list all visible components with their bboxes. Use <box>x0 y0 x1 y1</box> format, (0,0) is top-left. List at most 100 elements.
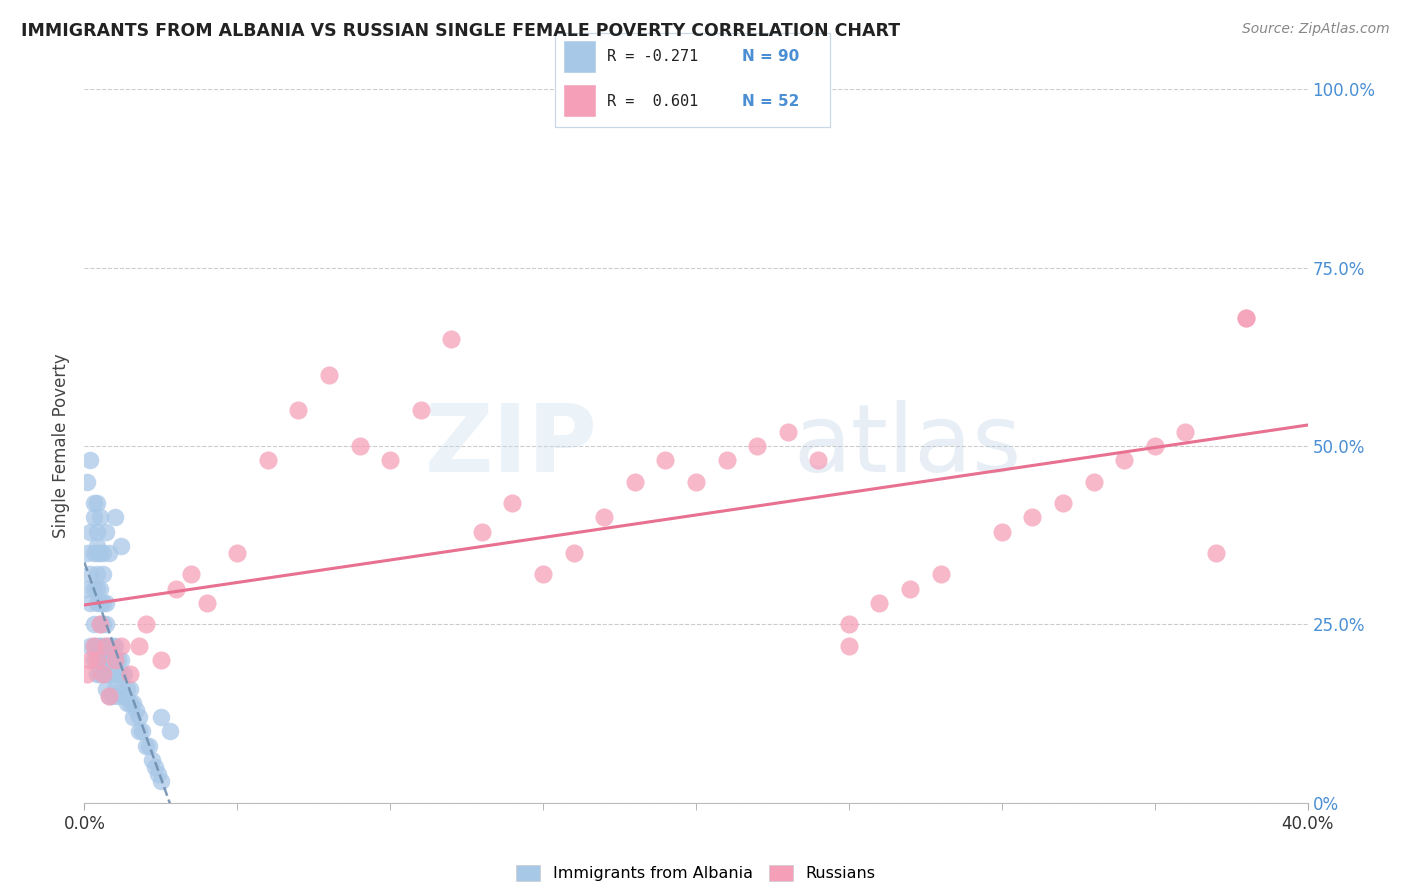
Point <box>226 546 249 560</box>
Point <box>91 653 114 667</box>
Point <box>502 496 524 510</box>
Point <box>1236 310 1258 325</box>
Point <box>128 710 150 724</box>
Point <box>112 667 135 681</box>
Point <box>141 753 163 767</box>
Point <box>471 524 494 539</box>
Point <box>76 667 98 681</box>
Point <box>86 496 108 510</box>
Point <box>89 639 111 653</box>
Point <box>101 639 124 653</box>
Point <box>89 667 111 681</box>
Point <box>86 639 108 653</box>
Point <box>86 546 108 560</box>
Point <box>94 639 117 653</box>
Point <box>991 524 1014 539</box>
Point <box>143 760 166 774</box>
Point <box>104 667 127 681</box>
Y-axis label: Single Female Poverty: Single Female Poverty <box>52 354 70 538</box>
Point <box>107 667 129 681</box>
Point <box>94 617 117 632</box>
Point <box>776 425 799 439</box>
Point <box>440 332 463 346</box>
Point <box>135 617 157 632</box>
Point <box>91 567 114 582</box>
Point <box>79 567 101 582</box>
Text: R =  0.601: R = 0.601 <box>607 95 699 110</box>
Point <box>654 453 676 467</box>
Point <box>101 689 124 703</box>
Point <box>97 689 120 703</box>
Point <box>76 475 98 489</box>
Point <box>97 546 120 560</box>
Point <box>128 639 150 653</box>
Point <box>128 724 150 739</box>
Point <box>89 546 111 560</box>
Point <box>869 596 891 610</box>
Point <box>562 546 585 560</box>
Point <box>104 510 127 524</box>
Point <box>110 639 132 653</box>
Point <box>86 524 108 539</box>
Legend: Immigrants from Albania, Russians: Immigrants from Albania, Russians <box>510 858 882 888</box>
Point <box>135 739 157 753</box>
Point <box>380 453 402 467</box>
Point <box>593 510 616 524</box>
Point <box>138 739 160 753</box>
Point <box>91 617 114 632</box>
Point <box>838 639 860 653</box>
Point <box>122 696 145 710</box>
Point <box>110 539 132 553</box>
Point <box>86 653 108 667</box>
Point <box>104 639 127 653</box>
Point <box>83 617 105 632</box>
Point <box>104 653 127 667</box>
Point <box>94 639 117 653</box>
Text: ZIP: ZIP <box>425 400 598 492</box>
Point <box>89 582 111 596</box>
Point <box>409 403 432 417</box>
Point <box>180 567 202 582</box>
Point <box>79 596 101 610</box>
Point <box>76 546 98 560</box>
Point <box>257 453 280 467</box>
Point <box>1083 475 1105 489</box>
Point <box>112 689 135 703</box>
Point <box>86 582 108 596</box>
Point <box>159 724 181 739</box>
Point <box>86 567 108 582</box>
Point <box>104 681 127 696</box>
Point <box>165 582 187 596</box>
Point <box>91 667 114 681</box>
Point <box>94 667 117 681</box>
Point <box>125 703 148 717</box>
Point <box>1143 439 1166 453</box>
Point <box>131 724 153 739</box>
Point <box>110 653 132 667</box>
Point <box>94 524 117 539</box>
Point <box>83 546 105 560</box>
Point <box>898 582 921 596</box>
Point <box>149 653 172 667</box>
Point <box>1236 310 1258 325</box>
Point <box>79 653 101 667</box>
Point <box>120 667 142 681</box>
Point <box>83 639 105 653</box>
Point <box>86 539 108 553</box>
Point <box>531 567 554 582</box>
Point <box>97 639 120 653</box>
Point <box>107 689 129 703</box>
Point <box>838 617 860 632</box>
Point <box>94 681 117 696</box>
Bar <box>564 41 596 73</box>
Point <box>91 667 114 681</box>
Point <box>1114 453 1136 467</box>
Point <box>79 453 101 467</box>
Point <box>91 546 114 560</box>
Point <box>83 653 105 667</box>
Point <box>1021 510 1043 524</box>
Point <box>83 510 105 524</box>
Point <box>1205 546 1227 560</box>
Point <box>122 710 145 724</box>
Point <box>195 596 218 610</box>
